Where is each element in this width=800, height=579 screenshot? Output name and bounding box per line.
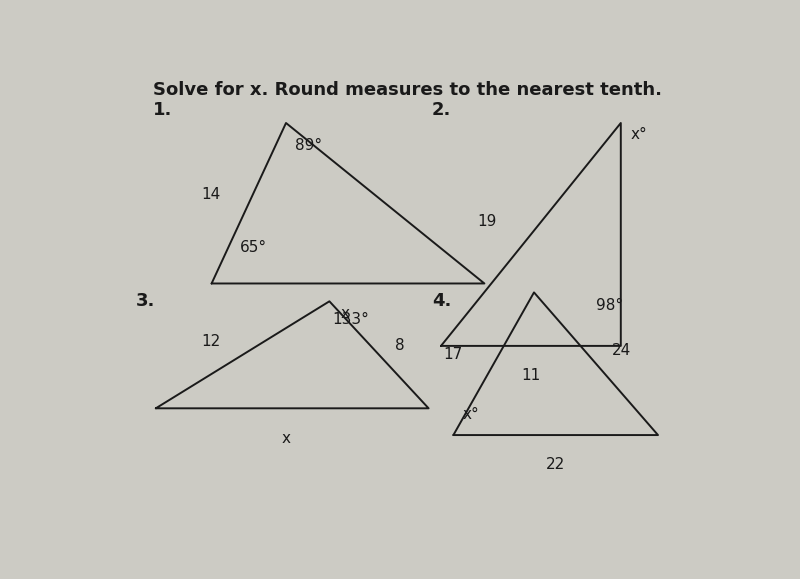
- Text: 98°: 98°: [596, 298, 623, 313]
- Text: x: x: [282, 431, 290, 446]
- Text: 2.: 2.: [432, 101, 451, 119]
- Text: 89°: 89°: [295, 138, 322, 153]
- Text: 12: 12: [202, 334, 221, 349]
- Text: 3.: 3.: [136, 292, 155, 310]
- Text: Solve for x. Round measures to the nearest tenth.: Solve for x. Round measures to the neare…: [153, 80, 662, 98]
- Text: x°: x°: [462, 408, 479, 423]
- Text: 1.: 1.: [153, 101, 172, 119]
- Text: 22: 22: [546, 457, 566, 472]
- Text: 24: 24: [611, 343, 630, 358]
- Text: 8: 8: [394, 338, 404, 353]
- Text: 17: 17: [443, 347, 462, 362]
- Text: x°: x°: [630, 127, 647, 142]
- Text: 19: 19: [478, 214, 497, 229]
- Text: 65°: 65°: [239, 240, 266, 255]
- Text: 11: 11: [522, 368, 541, 383]
- Text: 133°: 133°: [333, 312, 370, 327]
- Text: x: x: [341, 306, 350, 321]
- Text: 14: 14: [202, 187, 221, 202]
- Text: 4.: 4.: [432, 292, 451, 310]
